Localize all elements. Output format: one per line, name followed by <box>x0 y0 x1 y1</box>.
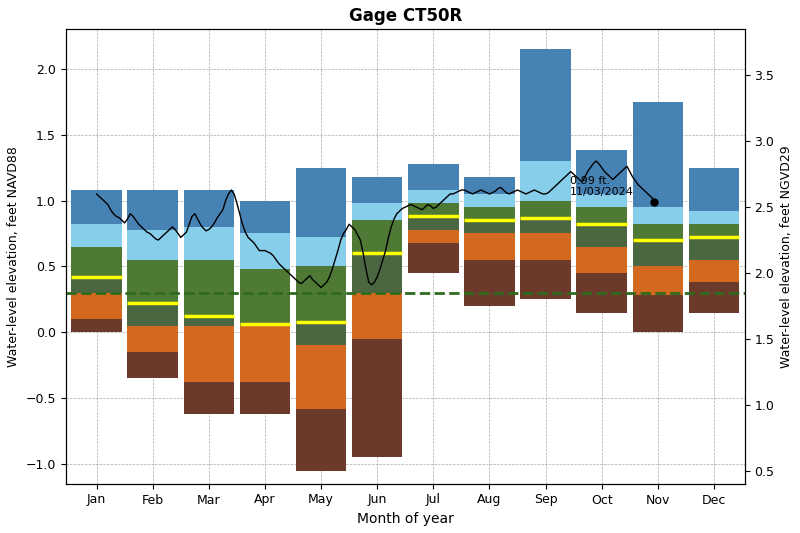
Bar <box>633 295 683 332</box>
Bar <box>240 269 290 325</box>
Bar <box>240 200 290 233</box>
Bar <box>577 194 627 207</box>
Bar <box>296 345 346 409</box>
Bar <box>296 322 346 345</box>
Bar <box>520 260 571 300</box>
Bar <box>689 260 739 282</box>
Bar <box>71 190 122 224</box>
Bar <box>408 190 458 203</box>
Bar <box>71 224 122 247</box>
Bar <box>352 293 402 339</box>
Bar <box>352 339 402 457</box>
Bar <box>689 167 739 211</box>
Bar <box>296 266 346 322</box>
Bar <box>296 409 346 471</box>
Text: 0.99 ft.
11/03/2024: 0.99 ft. 11/03/2024 <box>570 176 634 197</box>
Bar <box>296 167 346 237</box>
Bar <box>633 224 683 240</box>
Bar <box>633 240 683 266</box>
Bar <box>352 220 402 253</box>
Bar <box>520 49 571 161</box>
Bar <box>71 293 122 319</box>
Bar <box>296 237 346 266</box>
Bar <box>464 260 514 306</box>
Bar <box>464 220 514 233</box>
Bar <box>183 326 234 382</box>
Bar <box>464 194 514 207</box>
Bar <box>127 190 178 230</box>
Bar <box>689 224 739 237</box>
Bar <box>520 200 571 217</box>
Bar <box>577 224 627 247</box>
Bar <box>240 325 290 326</box>
Bar <box>408 243 458 273</box>
Bar <box>520 233 571 260</box>
Bar <box>464 207 514 220</box>
Bar <box>689 282 739 312</box>
Bar <box>577 150 627 194</box>
Bar <box>520 161 571 200</box>
Bar <box>633 266 683 295</box>
Bar <box>127 230 178 260</box>
Bar <box>633 207 683 224</box>
Bar <box>240 382 290 414</box>
Bar <box>127 352 178 378</box>
Bar <box>577 207 627 224</box>
Bar <box>183 190 234 227</box>
Bar <box>352 177 402 203</box>
Bar <box>689 237 739 260</box>
Bar <box>71 247 122 277</box>
Bar <box>689 211 739 224</box>
Bar <box>71 319 122 332</box>
Bar <box>408 230 458 243</box>
Bar <box>633 102 683 207</box>
Bar <box>464 233 514 260</box>
Bar <box>183 260 234 317</box>
Bar <box>577 247 627 273</box>
Bar <box>183 382 234 414</box>
Bar <box>577 273 627 312</box>
Bar <box>127 260 178 303</box>
Y-axis label: Water-level elevation, feet NAVD88: Water-level elevation, feet NAVD88 <box>7 146 20 367</box>
Bar <box>408 216 458 230</box>
Bar <box>240 326 290 382</box>
Bar <box>183 227 234 260</box>
Bar <box>352 253 402 293</box>
Bar <box>352 203 402 220</box>
Y-axis label: Water-level elevation, feet NGVD29: Water-level elevation, feet NGVD29 <box>780 145 793 368</box>
X-axis label: Month of year: Month of year <box>357 512 454 526</box>
Bar <box>520 217 571 233</box>
Bar <box>408 203 458 216</box>
Bar <box>71 277 122 293</box>
Bar <box>183 317 234 326</box>
Title: Gage CT50R: Gage CT50R <box>349 7 462 25</box>
Bar <box>408 164 458 190</box>
Bar <box>240 233 290 269</box>
Bar <box>464 177 514 194</box>
Bar <box>127 303 178 326</box>
Bar <box>127 326 178 352</box>
